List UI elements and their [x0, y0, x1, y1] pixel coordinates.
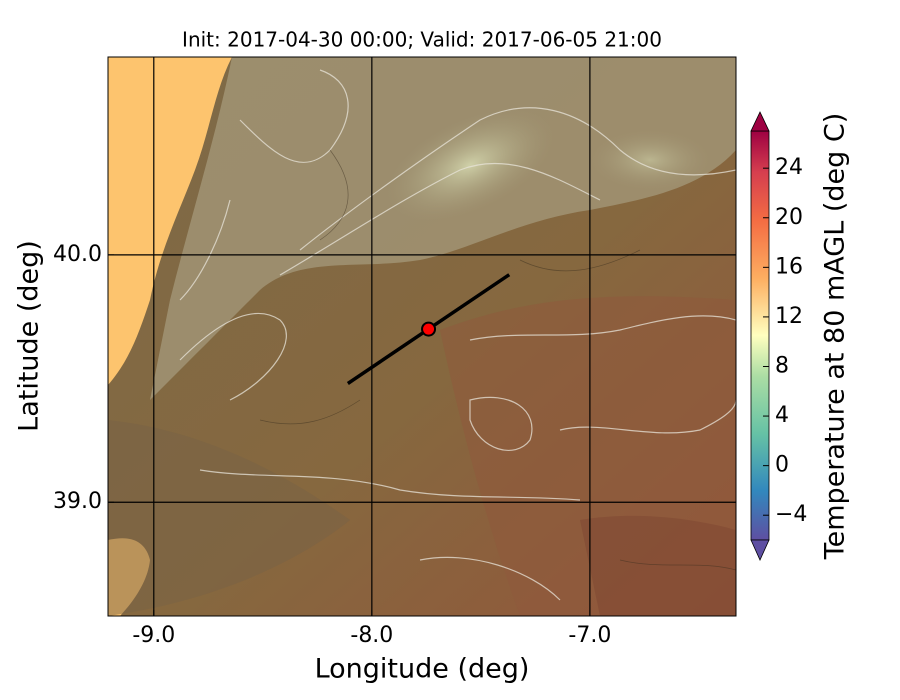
colorbar-label: Temperature at 80 mAGL (deg C)	[820, 113, 851, 561]
plot-frame	[107, 56, 737, 617]
x-tick-label: -7.0	[568, 623, 611, 648]
y-tick-label: 40.0	[53, 242, 102, 267]
y-tick-label: 39.0	[53, 489, 102, 514]
colorbar-tick-label: 24	[775, 155, 803, 180]
colorbar-extend-bottom	[750, 539, 770, 561]
colorbar-tick-label: 0	[775, 453, 789, 478]
colorbar-tick-label: 20	[775, 205, 803, 230]
colorbar-tick-label: 4	[775, 403, 789, 428]
map-field	[108, 57, 736, 616]
colorbar-tick-label: 16	[775, 254, 803, 279]
colorbar-extend-top	[750, 111, 770, 132]
colorbar-tick-label: −4	[775, 502, 807, 527]
x-tick-label: -8.0	[350, 623, 393, 648]
colorbar	[750, 130, 770, 541]
colorbar-tick-label: 12	[775, 304, 803, 329]
x-tick-label: -9.0	[132, 623, 175, 648]
point-marker	[421, 321, 437, 337]
title: Init: 2017-04-30 00:00; Valid: 2017-06-0…	[182, 28, 662, 52]
colorbar-tick-label: 8	[775, 353, 789, 378]
y-axis-label: Latitude (deg)	[14, 240, 45, 432]
x-axis-label: Longitude (deg)	[315, 654, 530, 685]
